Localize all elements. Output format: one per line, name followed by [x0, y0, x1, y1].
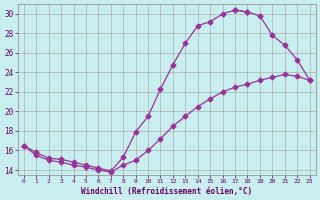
X-axis label: Windchill (Refroidissement éolien,°C): Windchill (Refroidissement éolien,°C) [81, 187, 252, 196]
